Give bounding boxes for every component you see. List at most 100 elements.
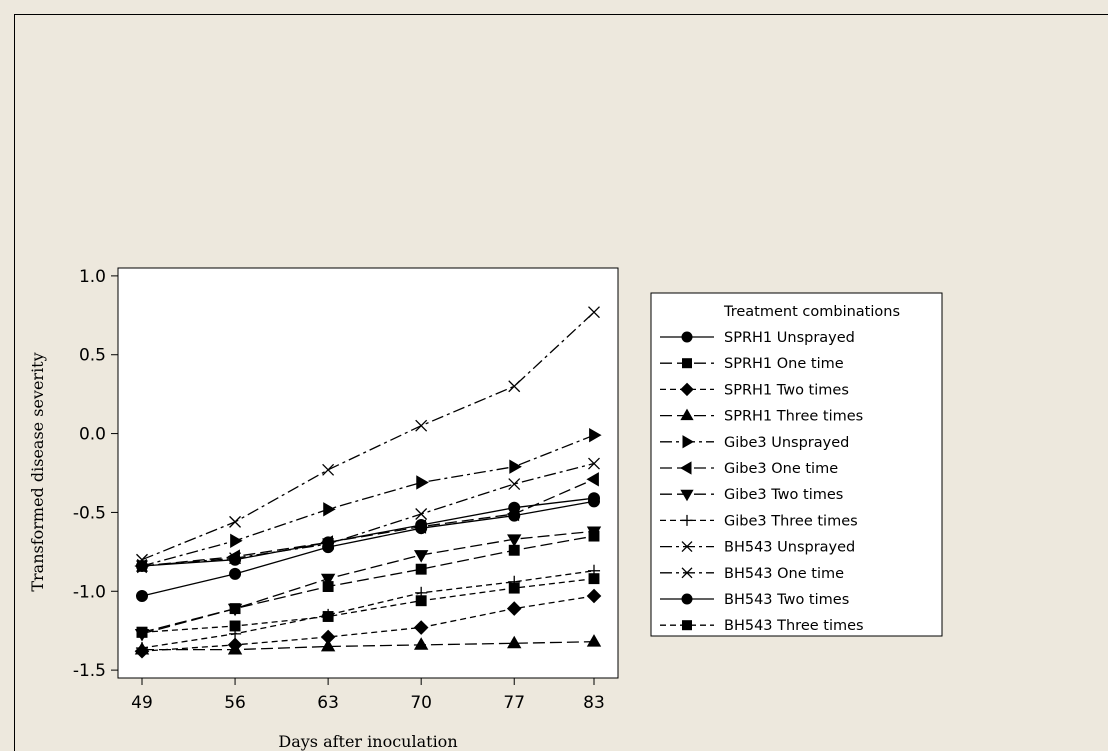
legend-label: Gibe3 One time <box>724 461 838 477</box>
series-line <box>141 595 595 652</box>
series-line <box>141 530 595 635</box>
data-point <box>586 634 602 647</box>
data-point <box>415 563 427 575</box>
data-point <box>230 533 243 548</box>
data-point <box>681 514 693 526</box>
data-point <box>681 541 693 553</box>
x-stroke <box>508 478 521 490</box>
legend-label: Gibe3 Two times <box>724 487 843 503</box>
x-stroke <box>136 553 148 566</box>
data-point <box>320 573 336 587</box>
legend-item: BH543 Two times <box>660 592 849 608</box>
series-layer <box>134 306 602 659</box>
y-tick-label: -1.5 <box>73 661 106 681</box>
legend-item: BH543 Three times <box>660 618 864 634</box>
data-point <box>588 306 600 319</box>
y-tick-label: 0.5 <box>79 346 106 366</box>
data-point <box>227 642 243 655</box>
data-point <box>680 489 694 502</box>
x-stroke <box>229 515 242 528</box>
series-12 <box>136 573 600 638</box>
legend-item: SPRH1 Unsprayed <box>660 330 855 346</box>
x-stroke <box>136 560 148 572</box>
data-point <box>136 553 148 566</box>
data-point <box>508 509 521 522</box>
data-point <box>322 611 334 622</box>
data-point <box>416 475 429 490</box>
series-line <box>141 311 595 561</box>
data-point <box>682 620 692 631</box>
data-point <box>586 588 602 604</box>
series-10 <box>136 457 600 572</box>
data-point <box>681 593 693 605</box>
legend-label: SPRH1 Three times <box>724 409 863 425</box>
x-tick-label: 77 <box>503 693 525 713</box>
x-tick-label: 49 <box>131 693 153 713</box>
data-point <box>588 495 600 508</box>
y-axis: 1.0 0.5 0.0 -0.5 -1.0 -1.5 <box>73 267 118 681</box>
x-stroke <box>322 463 335 476</box>
data-point <box>508 380 521 393</box>
data-point <box>413 550 429 563</box>
legend-label: SPRH1 Two times <box>724 382 849 398</box>
legend-label: SPRH1 One time <box>724 356 844 372</box>
legend-item: SPRH1 Three times <box>660 408 863 425</box>
x-tick-label: 83 <box>583 693 605 713</box>
plot-border <box>117 267 619 679</box>
data-point <box>681 567 693 579</box>
data-point <box>135 641 149 655</box>
data-point <box>229 620 241 632</box>
data-point <box>509 459 522 474</box>
legend-label: SPRH1 Unsprayed <box>724 330 855 346</box>
data-point <box>507 534 522 547</box>
x-stroke <box>229 552 242 565</box>
data-point <box>586 472 599 487</box>
x-tick-label: 56 <box>224 693 246 713</box>
x-stroke <box>415 508 428 520</box>
data-point <box>136 626 148 638</box>
data-point <box>229 552 242 565</box>
legend-label: Gibe3 Three times <box>724 513 858 529</box>
y-tick-label: 1.0 <box>79 267 106 287</box>
data-point <box>415 522 428 535</box>
series-line <box>141 478 595 567</box>
legend-item: SPRH1 Two times <box>660 382 849 398</box>
series-4 <box>134 634 602 655</box>
series-line <box>141 578 595 633</box>
series-line <box>141 462 595 567</box>
data-point <box>415 419 428 432</box>
data-point <box>681 331 693 343</box>
x-stroke <box>588 306 600 319</box>
legend-label: BH543 Two times <box>724 592 849 608</box>
plot-area <box>117 267 619 679</box>
legend: Treatment combinations SPRH1 Unsprayed SP… <box>650 292 943 637</box>
data-point <box>679 461 692 475</box>
x-stroke <box>415 419 428 432</box>
legend-label: BH543 Three times <box>724 618 864 634</box>
series-9 <box>136 306 600 566</box>
data-point <box>323 502 336 517</box>
x-stroke <box>681 541 693 553</box>
data-point <box>136 590 148 602</box>
legend-item: SPRH1 One time <box>660 356 844 372</box>
y-axis-label: Transformed disease severity <box>28 352 47 591</box>
data-point <box>508 582 520 594</box>
data-point <box>507 635 522 649</box>
y-tick-label: -1.0 <box>73 582 106 602</box>
data-point <box>508 478 521 490</box>
data-point <box>136 560 148 572</box>
legend-item: Gibe3 Two times <box>660 487 843 503</box>
x-tick-label: 70 <box>410 693 432 713</box>
x-stroke <box>588 457 600 470</box>
data-point <box>682 358 692 369</box>
series-line <box>141 434 595 567</box>
series-line <box>141 570 595 649</box>
data-point <box>322 541 335 554</box>
y-tick-label: 0.0 <box>79 425 106 445</box>
series-11 <box>136 495 600 602</box>
data-point <box>586 526 602 539</box>
legend-item: BH543 One time <box>660 566 844 582</box>
legend-label: BH543 Unsprayed <box>724 540 855 556</box>
data-point <box>506 601 522 616</box>
